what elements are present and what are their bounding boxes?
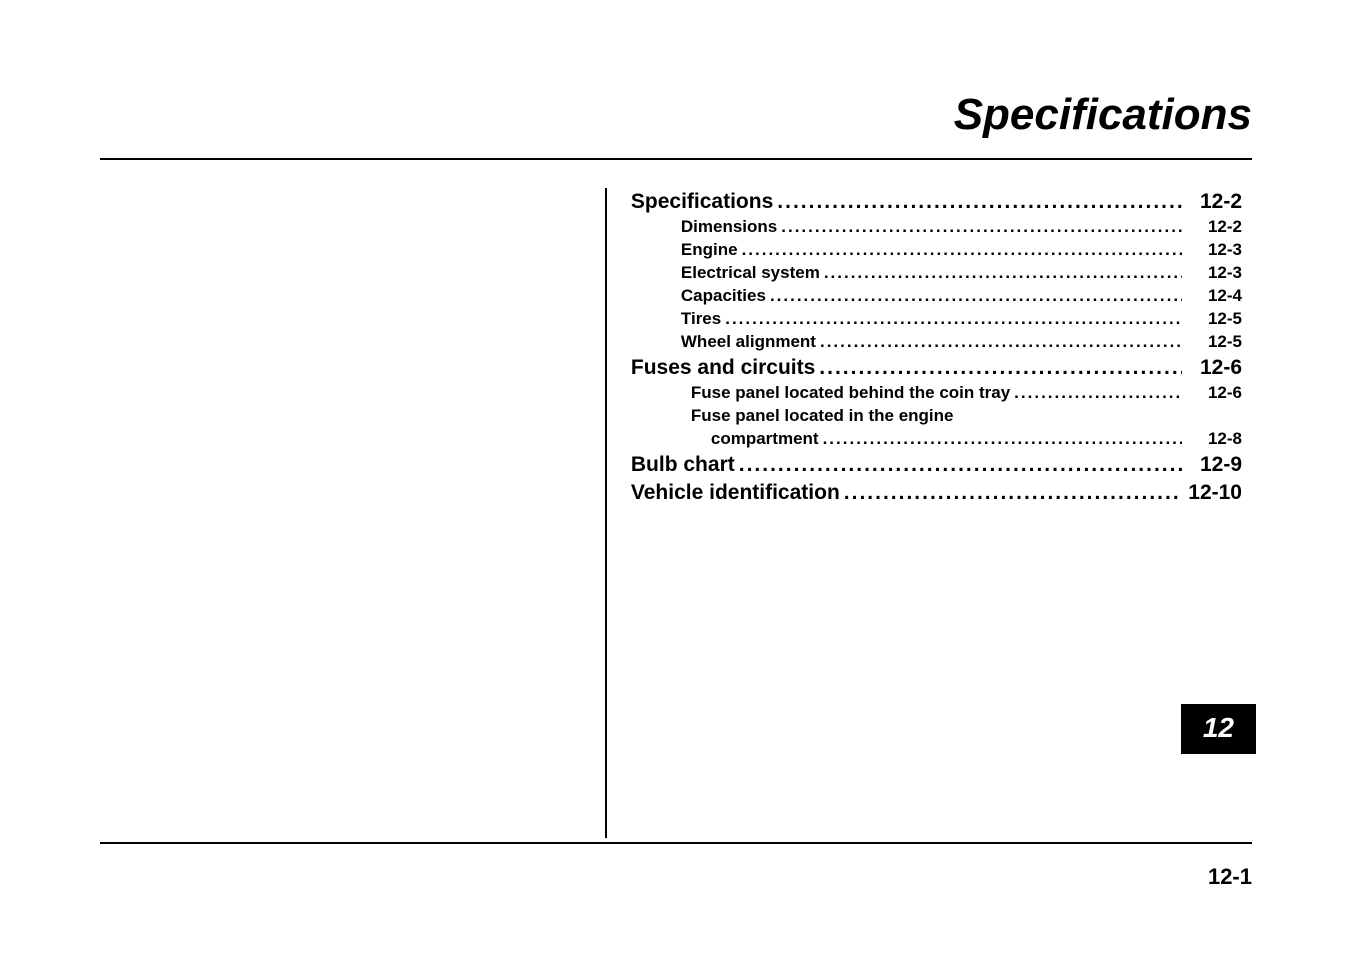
toc-page: 12-5 bbox=[1182, 331, 1242, 354]
toc-label: Wheel alignment bbox=[681, 331, 816, 354]
toc-page: 12-3 bbox=[1182, 262, 1242, 285]
toc-label: Bulb chart bbox=[631, 451, 735, 479]
toc-page: 12-4 bbox=[1182, 285, 1242, 308]
toc-row: Specifications .........................… bbox=[631, 188, 1242, 216]
toc-label: Engine bbox=[681, 239, 738, 262]
toc-page: 12-8 bbox=[1182, 428, 1242, 451]
toc-page: 12-9 bbox=[1182, 451, 1242, 479]
toc-row: Capacities .............................… bbox=[681, 285, 1242, 308]
toc-row: Wheel alignment ........................… bbox=[681, 331, 1242, 354]
toc-row: Tires ..................................… bbox=[681, 308, 1242, 331]
toc-leader-dots: ........................................… bbox=[820, 262, 1182, 285]
toc-row: Bulb chart .............................… bbox=[631, 451, 1242, 479]
toc-page: 12-2 bbox=[1182, 216, 1242, 239]
toc-leader-dots: ........................................… bbox=[773, 188, 1182, 216]
toc-label: Vehicle identification bbox=[631, 479, 840, 507]
toc-row: Fuse panel located in the engine bbox=[691, 405, 1242, 428]
toc-leader-dots: ........................................… bbox=[766, 285, 1182, 308]
toc-leader-dots: ........................................… bbox=[777, 216, 1182, 239]
toc-label: Electrical system bbox=[681, 262, 820, 285]
toc-label: Fuses and circuits bbox=[631, 354, 815, 382]
toc-label: Dimensions bbox=[681, 216, 777, 239]
toc-page: 12-6 bbox=[1182, 382, 1242, 405]
toc-label: Fuse panel located behind the coin tray bbox=[691, 382, 1010, 405]
toc-label: Specifications bbox=[631, 188, 773, 216]
toc-row: Engine .................................… bbox=[681, 239, 1242, 262]
toc-leader-dots: ........................................… bbox=[816, 331, 1182, 354]
toc-leader-dots: ........................................… bbox=[840, 479, 1182, 507]
toc-label: compartment bbox=[711, 428, 819, 451]
toc-leader-dots: ........................................… bbox=[735, 451, 1182, 479]
toc-leader-dots: ........................................… bbox=[1010, 382, 1182, 405]
toc-page: 12-6 bbox=[1182, 354, 1242, 382]
toc-page: 12-2 bbox=[1182, 188, 1242, 216]
toc-leader-dots: ........................................… bbox=[819, 428, 1182, 451]
toc-row: Fuse panel located behind the coin tray … bbox=[691, 382, 1242, 405]
toc-column: Specifications .........................… bbox=[607, 188, 1252, 838]
toc-row: compartment ............................… bbox=[711, 428, 1242, 451]
chapter-title: Specifications bbox=[100, 90, 1252, 140]
toc-label: Tires bbox=[681, 308, 721, 331]
toc-label: Capacities bbox=[681, 285, 766, 308]
footer-rule bbox=[100, 842, 1252, 844]
toc-leader-dots: ........................................… bbox=[738, 239, 1182, 262]
chapter-tab: 12 bbox=[1181, 704, 1256, 754]
toc-row: Electrical system ......................… bbox=[681, 262, 1242, 285]
toc-leader-dots: ........................................… bbox=[815, 354, 1182, 382]
title-rule bbox=[100, 158, 1252, 160]
toc-page: 12-5 bbox=[1182, 308, 1242, 331]
toc-page: 12-10 bbox=[1182, 479, 1242, 507]
toc-row: Fuses and circuits .....................… bbox=[631, 354, 1242, 382]
toc-label: Fuse panel located in the engine bbox=[691, 405, 954, 428]
left-column-empty bbox=[100, 188, 605, 838]
toc-row: Dimensions .............................… bbox=[681, 216, 1242, 239]
toc-leader-dots: ........................................… bbox=[721, 308, 1182, 331]
toc-page: 12-3 bbox=[1182, 239, 1242, 262]
footer-page-number: 12-1 bbox=[1208, 864, 1252, 890]
two-column-layout: Specifications .........................… bbox=[100, 188, 1252, 838]
toc-row: Vehicle identification .................… bbox=[631, 479, 1242, 507]
